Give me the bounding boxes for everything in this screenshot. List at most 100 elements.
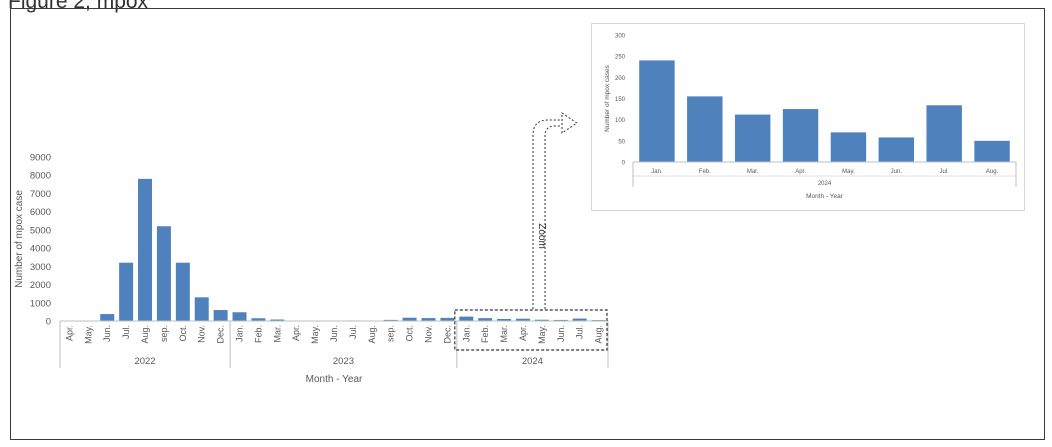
x-category-label: Jun.	[102, 325, 112, 342]
x-category-label: sep.	[159, 325, 169, 342]
y-tick-label: 6000	[30, 207, 51, 218]
x-category-label: Apr.	[518, 325, 528, 341]
bar-24	[515, 318, 530, 321]
x-category-label: Oct.	[178, 325, 188, 342]
inset-x-category-label: Jan.	[651, 169, 663, 175]
bar-6	[175, 262, 190, 321]
y-axis-title: Number of mpox case	[14, 190, 25, 288]
y-tick-label: 8000	[30, 171, 51, 182]
x-group-label: 2024	[522, 356, 543, 367]
x-category-label: Mar.	[272, 325, 282, 343]
zoom-arrow-path-outer	[532, 119, 562, 309]
inset-bar-7	[974, 140, 1010, 162]
zoom-highlight-box	[454, 309, 608, 351]
x-category-label: Apr.	[64, 325, 74, 341]
figure-frame	[10, 8, 1045, 440]
x-category-label: Aug.	[140, 325, 150, 344]
zoom-label: Zoom	[536, 223, 547, 249]
inset-x-category-label: Mar.	[747, 169, 759, 175]
zoom-inset-panel: 0 50 100 150 200 250 300 Number of mpox cases Ja…	[591, 23, 1025, 211]
y-tick-label: 0	[46, 317, 51, 328]
x-category-label: Feb.	[253, 325, 263, 343]
bar-26	[553, 319, 568, 321]
x-category-label: Jul.	[575, 325, 585, 339]
inset-y-tick-label: 50	[618, 139, 625, 145]
inset-y-tick-label: 150	[615, 97, 626, 103]
x-category-label: Oct.	[405, 325, 415, 342]
bar-19	[421, 318, 436, 321]
inset-bar-2	[734, 114, 771, 162]
inset-bar-chart: 0 50 100 150 200 250 300 Number of mpox cases Ja…	[604, 34, 1017, 200]
inset-y-axis-title: Number of mpox cases	[604, 64, 611, 132]
x-category-label: Jan.	[235, 325, 245, 342]
inset-x-category-label: Aug.	[986, 169, 999, 175]
bar-21	[459, 316, 474, 321]
bar-27	[572, 318, 587, 321]
inset-y-tick-label: 250	[615, 55, 626, 61]
bar-5	[156, 226, 171, 321]
inset-x-category-label: Apr.	[795, 169, 806, 175]
x-category-label: Apr.	[291, 325, 301, 341]
y-tick-label: 1000	[30, 298, 51, 309]
y-tick-label: 9000	[30, 153, 51, 164]
inset-y-tick-label: 100	[615, 118, 626, 124]
y-tick-label: 4000	[30, 244, 51, 255]
x-category-label: Nov.	[423, 325, 433, 343]
x-category-label: Nov.	[197, 325, 207, 343]
inset-x-category-label: Jun.	[891, 169, 903, 175]
bar-8	[213, 310, 228, 321]
x-category-label: Aug.	[594, 325, 604, 344]
inset-bar-1	[687, 96, 723, 162]
y-tick-label: 3000	[30, 262, 51, 273]
x-category-label: Mar.	[499, 325, 509, 343]
y-tick-label: 5000	[30, 225, 51, 236]
x-category-label: May.	[83, 325, 93, 344]
inset-y-tick-label: 300	[615, 34, 626, 40]
inset-x-category-label: Jul.	[940, 169, 950, 175]
bar-22	[478, 318, 493, 321]
inset-x-category-label: May.	[842, 169, 855, 175]
y-tick-label: 7000	[30, 189, 51, 200]
inset-bar-4	[830, 132, 867, 162]
x-category-label: sep.	[386, 325, 396, 342]
inset-bar-6	[926, 105, 962, 162]
figure-caption-fragment: Figure 2, mpox	[8, 0, 149, 13]
bar-9	[232, 312, 247, 321]
bar-10	[251, 318, 266, 321]
bar-25	[534, 319, 549, 321]
bar-18	[402, 317, 417, 321]
y-tick-label: 2000	[30, 280, 51, 291]
x-category-label: Jul.	[348, 325, 358, 339]
bar-3	[119, 262, 134, 321]
x-category-label: Feb.	[480, 325, 490, 343]
bar-7	[194, 297, 209, 321]
bar-4	[138, 178, 153, 321]
inset-y-tick-label: 0	[622, 161, 626, 167]
bar-23	[497, 318, 512, 321]
x-category-label: Jun.	[329, 325, 339, 342]
bar-2	[100, 314, 115, 321]
x-category-label: Jan.	[461, 325, 471, 342]
inset-x-axis-title: Month - Year	[806, 193, 844, 200]
x-axis-title: Month - Year	[306, 374, 363, 385]
x-category-label: May.	[310, 325, 320, 344]
bar-17	[383, 319, 398, 321]
x-category-label: Aug.	[367, 325, 377, 344]
x-category-label: Jul.	[121, 325, 131, 339]
x-category-label: Dec.	[216, 325, 226, 344]
inset-x-category-label: Feb.	[699, 169, 711, 175]
bar-20	[440, 317, 455, 321]
x-group-label: 2022	[134, 356, 155, 367]
inset-bar-0	[639, 60, 675, 162]
bar-11	[270, 319, 285, 321]
x-category-label: Dec.	[442, 325, 452, 344]
inset-x-group-label: 2024	[818, 181, 832, 187]
inset-y-tick-label: 200	[615, 76, 626, 82]
inset-bar-3	[782, 109, 819, 162]
zoom-arrow-head-icon	[561, 112, 578, 134]
x-category-label: Jun.	[556, 325, 566, 342]
zoom-arrow-path-inner	[544, 125, 562, 309]
x-group-label: 2023	[333, 356, 354, 367]
inset-bar-5	[878, 137, 915, 162]
